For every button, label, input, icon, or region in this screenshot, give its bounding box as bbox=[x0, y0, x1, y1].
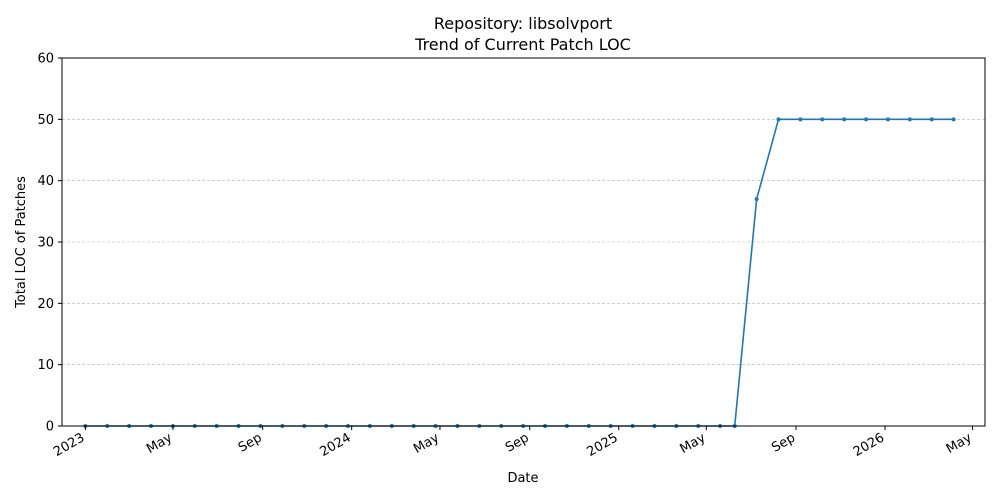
y-tick-label: 50 bbox=[37, 113, 54, 128]
y-tick-label: 20 bbox=[37, 297, 54, 312]
data-point bbox=[907, 117, 912, 122]
data-point bbox=[798, 117, 803, 122]
y-tick-label: 30 bbox=[37, 236, 54, 251]
y-tick-label: 40 bbox=[37, 174, 54, 189]
data-point bbox=[820, 117, 825, 122]
y-gridlines bbox=[62, 119, 985, 365]
y-tick-label: 10 bbox=[37, 358, 54, 373]
x-axis-label: Date bbox=[507, 471, 538, 486]
chart-subtitle: Trend of Current Patch LOC bbox=[414, 35, 631, 54]
data-point bbox=[929, 117, 934, 122]
y-tick-label: 0 bbox=[46, 420, 54, 435]
data-point bbox=[951, 117, 956, 122]
y-tick-label: 60 bbox=[37, 52, 54, 67]
chart-title: Repository: libsolvport bbox=[434, 14, 612, 33]
data-point bbox=[842, 117, 847, 122]
y-axis-label: Total LOC of Patches bbox=[14, 176, 29, 309]
y-axis-ticks: 0 10 20 30 40 50 60 bbox=[37, 52, 62, 435]
data-point bbox=[754, 197, 759, 202]
data-point bbox=[776, 117, 781, 122]
data-point bbox=[885, 117, 890, 122]
data-point bbox=[864, 117, 869, 122]
